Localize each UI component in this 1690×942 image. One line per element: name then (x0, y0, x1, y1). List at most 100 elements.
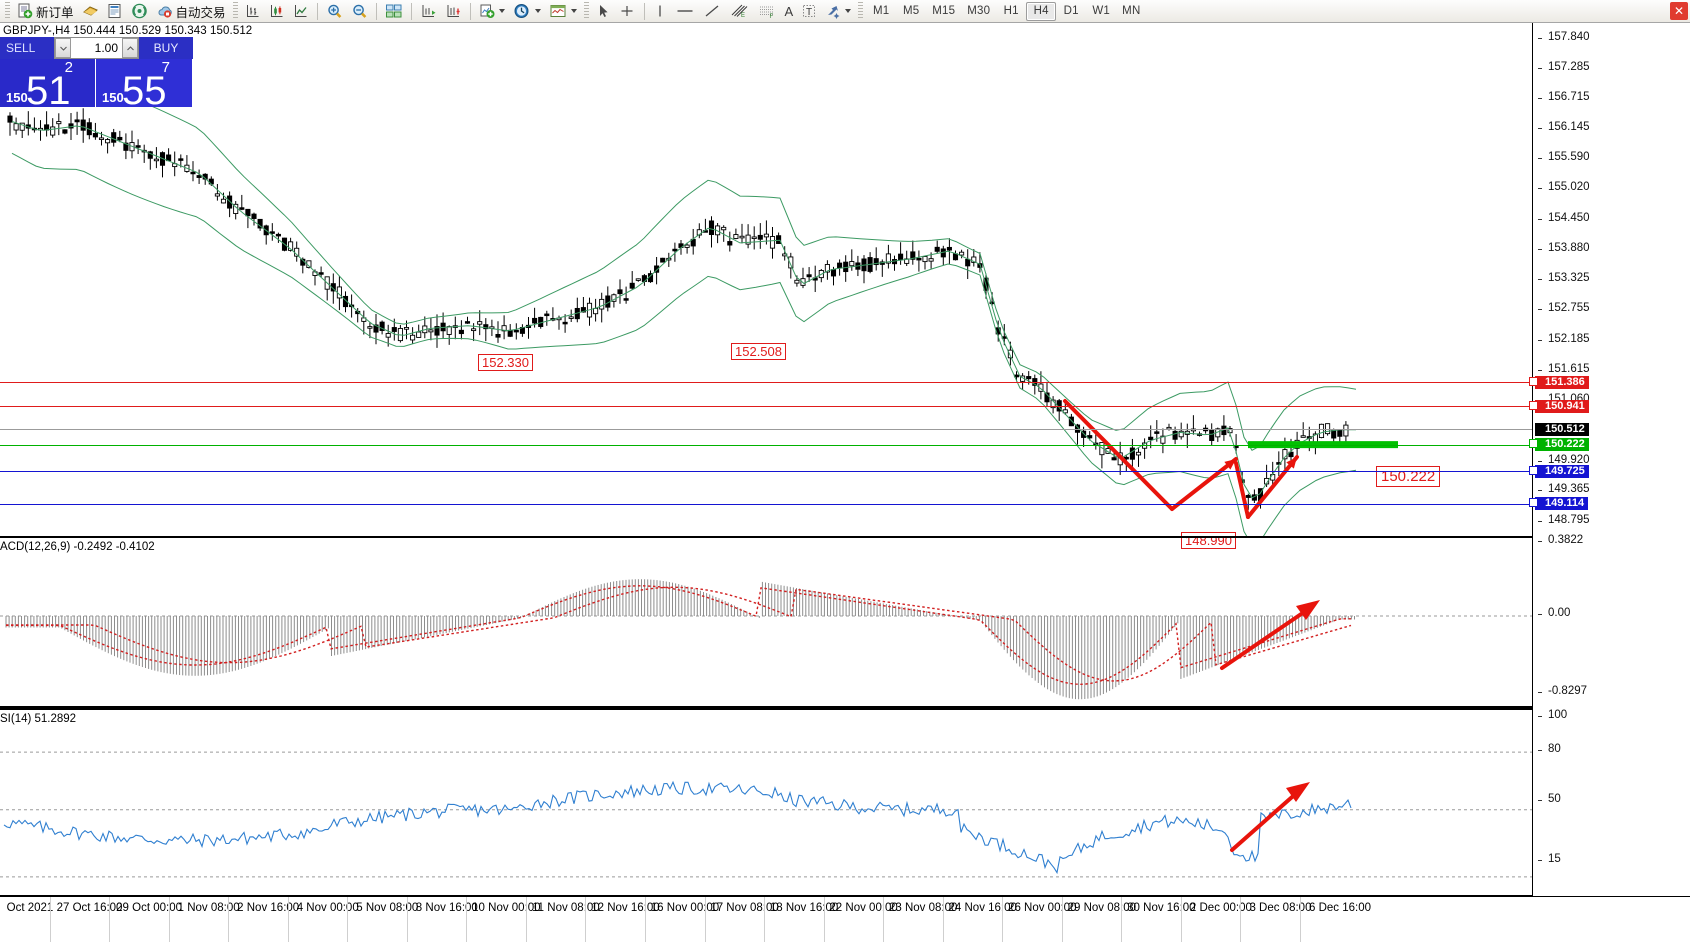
sell-price-integer: 150 (6, 90, 28, 105)
text-icon: A (784, 3, 794, 19)
price-badge-handle[interactable] (1529, 465, 1538, 475)
svg-text:F: F (769, 14, 773, 19)
price-badge-handle[interactable] (1529, 439, 1538, 449)
macd-pane[interactable]: ACD(12,26,9) -0.2492 -0.4102 (0, 536, 1532, 708)
toolbar-grip-4[interactable] (858, 2, 864, 20)
volume-decrease-button[interactable] (55, 38, 71, 58)
time-axis-separator (168, 897, 170, 942)
toolbar-divider-3 (410, 2, 412, 20)
zoom-in-button[interactable] (322, 1, 347, 21)
timeframe-m15[interactable]: M15 (932, 5, 956, 17)
axis-tick-151-615: 151.615 (1538, 363, 1690, 375)
price-badge-150-222[interactable]: 150.222 (1529, 438, 1589, 452)
text-button[interactable]: A (781, 1, 798, 21)
horizontal-line-button[interactable] (671, 1, 699, 21)
toolbar-grip[interactable] (5, 2, 10, 20)
candlestick-chart-icon (270, 5, 283, 17)
close-icon[interactable]: ✕ (1670, 2, 1688, 20)
price-level-line-149-114[interactable] (0, 503, 1532, 505)
crosshair-button[interactable] (614, 1, 640, 21)
time-axis-separator (228, 897, 230, 942)
price-level-line-150-941[interactable] (0, 406, 1532, 408)
buy-price-display[interactable]: 150 55 7 (96, 59, 192, 111)
expert-advisors-button[interactable] (78, 1, 103, 21)
price-badge-value: 150.222 (1545, 438, 1585, 451)
rsi-pane[interactable]: SI(14) 51.2892 (0, 708, 1532, 896)
period-icon (514, 3, 529, 19)
timeframe-mn[interactable]: MN (1122, 5, 1141, 17)
otp-prices-row: 150 51 2 150 55 7 (0, 59, 193, 111)
timeframe-m30[interactable]: M30 (967, 5, 991, 17)
fibonacci-button[interactable]: F (753, 1, 781, 21)
price-badge-149-114[interactable]: 149.114 (1529, 497, 1589, 511)
candlestick-chart-button[interactable] (265, 1, 289, 21)
add-indicator-button[interactable] (475, 1, 509, 21)
timeframe-h1[interactable]: H1 (1003, 5, 1019, 17)
timeframe-w1[interactable]: W1 (1092, 5, 1110, 17)
chevron-down-icon-4 (845, 9, 852, 13)
price-level-line-150-512[interactable] (0, 429, 1532, 431)
price-badge-value: 149.114 (1545, 497, 1585, 510)
sell-button[interactable]: SELL (0, 37, 54, 59)
time-axis-separator (109, 897, 111, 942)
time-label-4: 2 Nov 16:00 (237, 902, 300, 914)
volume-value[interactable]: 1.00 (94, 41, 118, 55)
macd-axis-tick-1: 0.00 (1538, 607, 1690, 619)
expert-advisors-icon (82, 6, 98, 16)
chevron-down-icon (498, 9, 505, 13)
price-axis[interactable]: 157.840 157.285 156.715 156.145 155.590 155.0… (1529, 23, 1690, 896)
axis-tick-152-185: 152.185 (1538, 333, 1690, 345)
rsi-axis-tick-2: 50 (1538, 793, 1690, 805)
price-badge-150-941[interactable]: 150.941 (1529, 399, 1589, 413)
autoscroll-icon (422, 5, 436, 17)
timeframe-d1[interactable]: D1 (1063, 5, 1079, 17)
axis-tick-152-755: 152.755 (1538, 302, 1690, 314)
price-badge-151-386[interactable]: 151.386 (1529, 375, 1589, 389)
volume-stepper[interactable]: 1.00 (54, 37, 139, 59)
text-label-button[interactable]: T (797, 1, 821, 21)
period-button[interactable] (509, 1, 545, 21)
autoscroll-button[interactable] (416, 1, 441, 21)
cursor-button[interactable] (592, 1, 614, 21)
price-badge-149-725[interactable]: 149.725 (1529, 464, 1589, 478)
price-badge-handle[interactable] (1529, 400, 1538, 410)
timeframe-m1[interactable]: M1 (873, 5, 890, 17)
price-badge-150-512[interactable]: 150.512 (1535, 422, 1589, 436)
toolbar-grip-3[interactable] (583, 2, 589, 20)
price-badge-handle[interactable] (1529, 376, 1538, 386)
line-chart-button[interactable] (289, 1, 313, 21)
shapes-button[interactable] (821, 1, 855, 21)
data-window-button[interactable] (103, 1, 127, 21)
equidistant-channel-button[interactable]: E (725, 1, 753, 21)
time-axis-separator (1061, 897, 1063, 942)
chart-shift-button[interactable] (441, 1, 466, 21)
templates-button[interactable] (545, 1, 581, 21)
signals-button[interactable] (127, 1, 152, 21)
vertical-line-button[interactable] (649, 1, 671, 21)
auto-trading-button[interactable]: 自动交易 (152, 1, 230, 21)
bar-chart-button[interactable] (241, 1, 265, 21)
time-axis[interactable]: Oct 2021 27 Oct 16:00 29 Oct 00:00 1 Nov 08… (0, 896, 1690, 942)
line-chart-icon (294, 5, 307, 17)
sell-price-display[interactable]: 150 51 2 (0, 59, 96, 111)
svg-text:T: T (806, 7, 812, 18)
new-order-button[interactable]: 新订单 (13, 1, 78, 21)
price-level-line-150-222[interactable] (0, 444, 1532, 446)
price-badge-value: 150.512 (1545, 422, 1585, 435)
price-level-line-151-386[interactable] (0, 382, 1532, 384)
tile-windows-button[interactable] (381, 1, 407, 21)
timeframe-h4[interactable]: H4 (1026, 1, 1057, 21)
annotation-150222: 150.222 (1376, 466, 1441, 487)
price-badge-handle[interactable] (1529, 498, 1538, 508)
chart-container[interactable]: GBPJPY-,H4 150.444 150.529 150.343 150.5… (0, 23, 1690, 942)
price-level-line-149-725[interactable] (0, 471, 1532, 473)
volume-increase-button[interactable] (122, 38, 138, 58)
one-click-trading-panel[interactable]: SELL 1.00 BUY (0, 37, 193, 111)
buy-button[interactable]: BUY (139, 37, 193, 59)
zoom-out-button[interactable] (347, 1, 372, 21)
axis-tick-155-020: 155.020 (1538, 181, 1690, 193)
timeframe-m5[interactable]: M5 (903, 5, 920, 17)
price-pane[interactable]: GBPJPY-,H4 150.444 150.529 150.343 150.5… (0, 23, 1532, 549)
trendline-button[interactable] (699, 1, 725, 21)
toolbar-grip-2[interactable] (232, 2, 238, 20)
